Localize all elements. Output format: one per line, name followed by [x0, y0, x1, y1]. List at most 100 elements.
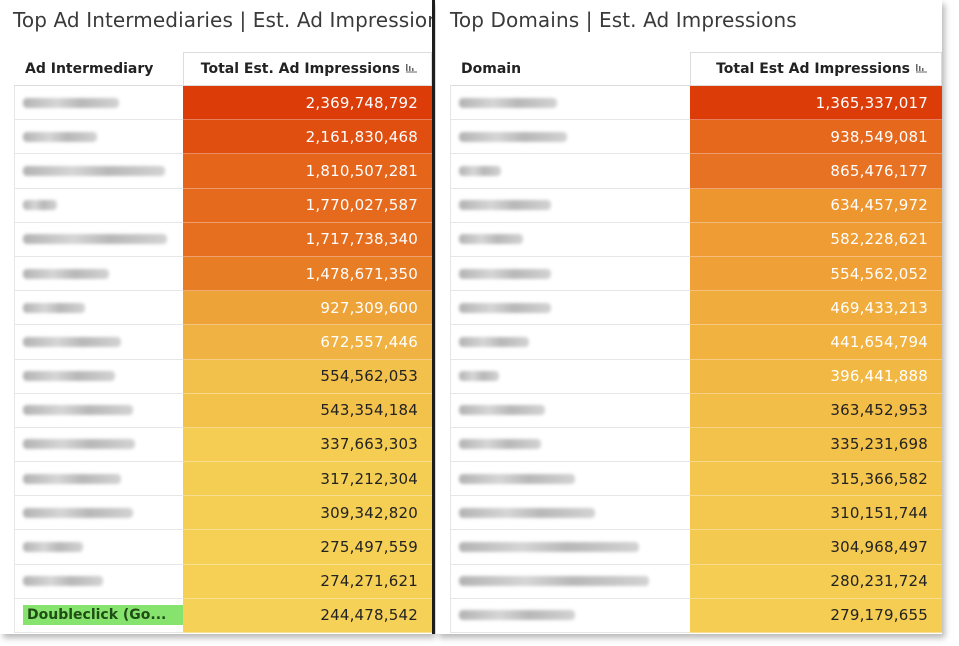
column-header-ad-intermediary[interactable]: Ad Intermediary — [14, 52, 183, 86]
table-row[interactable]: 865,476,177 — [450, 154, 942, 189]
name-cell[interactable] — [450, 462, 690, 497]
table-row[interactable]: 554,562,053 — [14, 359, 432, 394]
impressions-cell[interactable]: 396,441,888 — [690, 359, 942, 394]
impressions-cell[interactable]: 469,433,213 — [690, 291, 942, 326]
impressions-cell[interactable]: 1,810,507,281 — [183, 154, 432, 189]
impressions-cell[interactable]: 554,562,053 — [183, 359, 432, 394]
name-cell[interactable] — [14, 325, 183, 360]
table-row[interactable]: 317,212,304 — [14, 462, 432, 497]
impressions-cell[interactable]: 335,231,698 — [690, 427, 942, 463]
table-row[interactable]: 2,369,748,792 — [14, 86, 432, 121]
impressions-cell[interactable]: 441,654,794 — [690, 325, 942, 360]
impressions-cell[interactable]: 865,476,177 — [690, 154, 942, 189]
table-row[interactable]: 469,433,213 — [450, 291, 942, 326]
table-row[interactable]: 335,231,698 — [450, 427, 942, 463]
table-row[interactable]: 1,478,671,350 — [14, 256, 432, 292]
table-row[interactable]: 672,557,446 — [14, 325, 432, 360]
impressions-cell[interactable]: 274,271,621 — [183, 564, 432, 599]
table-row[interactable]: 274,271,621 — [14, 564, 432, 599]
table-row[interactable]: 441,654,794 — [450, 325, 942, 360]
name-cell[interactable] — [450, 154, 690, 189]
name-cell[interactable] — [450, 393, 690, 428]
sort-icon[interactable] — [405, 61, 419, 77]
name-cell[interactable] — [14, 256, 183, 292]
impressions-cell[interactable]: 337,663,303 — [183, 427, 432, 463]
name-cell[interactable] — [450, 427, 690, 463]
name-cell[interactable] — [14, 188, 183, 223]
table-row[interactable]: 1,717,738,340 — [14, 222, 432, 257]
impressions-cell[interactable]: 315,366,582 — [690, 462, 942, 497]
name-cell[interactable] — [14, 427, 183, 463]
name-cell[interactable] — [14, 359, 183, 394]
impressions-cell[interactable]: 938,549,081 — [690, 120, 942, 155]
impressions-cell[interactable]: 275,497,559 — [183, 530, 432, 565]
column-header-domain[interactable]: Domain — [450, 52, 690, 86]
name-cell[interactable] — [450, 222, 690, 257]
name-cell[interactable] — [450, 598, 690, 633]
name-cell[interactable] — [14, 86, 183, 121]
table-row[interactable]: 1,770,027,587 — [14, 188, 432, 223]
impressions-cell[interactable]: 244,478,542 — [183, 598, 432, 633]
table-row[interactable]: 280,231,724 — [450, 564, 942, 599]
impressions-cell[interactable]: 309,342,820 — [183, 496, 432, 531]
impressions-cell[interactable]: 543,354,184 — [183, 393, 432, 428]
name-cell[interactable] — [14, 462, 183, 497]
name-cell[interactable] — [450, 496, 690, 531]
impressions-cell[interactable]: 582,228,621 — [690, 222, 942, 257]
table-row[interactable]: 543,354,184 — [14, 393, 432, 428]
name-cell[interactable] — [450, 325, 690, 360]
impressions-cell[interactable]: 554,562,052 — [690, 256, 942, 292]
table-row[interactable]: 938,549,081 — [450, 120, 942, 155]
column-header-total-impressions[interactable]: Total Est Ad Impressions — [690, 52, 942, 86]
name-cell[interactable] — [450, 291, 690, 326]
table-row[interactable]: 309,342,820 — [14, 496, 432, 531]
table-row[interactable]: 2,161,830,468 — [14, 120, 432, 155]
table-row[interactable]: 363,452,953 — [450, 393, 942, 428]
table-row[interactable]: 275,497,559 — [14, 530, 432, 565]
impressions-cell[interactable]: 2,369,748,792 — [183, 86, 432, 121]
name-cell[interactable] — [14, 291, 183, 326]
sort-icon[interactable] — [915, 61, 929, 77]
impressions-cell[interactable]: 672,557,446 — [183, 325, 432, 360]
table-row[interactable]: 310,151,744 — [450, 496, 942, 531]
table-row[interactable]: 337,663,303 — [14, 427, 432, 463]
table-row[interactable]: 315,366,582 — [450, 462, 942, 497]
name-cell[interactable] — [14, 154, 183, 189]
impressions-cell[interactable]: 1,717,738,340 — [183, 222, 432, 257]
name-cell[interactable] — [14, 393, 183, 428]
impressions-cell[interactable]: 1,770,027,587 — [183, 188, 432, 223]
impressions-cell[interactable]: 2,161,830,468 — [183, 120, 432, 155]
table-row[interactable]: 279,179,655 — [450, 598, 942, 633]
impressions-cell[interactable]: 280,231,724 — [690, 564, 942, 599]
table-row[interactable]: 634,457,972 — [450, 188, 942, 223]
impressions-cell[interactable]: 1,365,337,017 — [690, 86, 942, 121]
name-cell[interactable] — [450, 120, 690, 155]
name-cell[interactable] — [14, 222, 183, 257]
table-row[interactable]: 1,810,507,281 — [14, 154, 432, 189]
name-cell[interactable] — [450, 530, 690, 565]
impressions-cell[interactable]: 310,151,744 — [690, 496, 942, 531]
impressions-cell[interactable]: 317,212,304 — [183, 462, 432, 497]
name-cell[interactable] — [14, 120, 183, 155]
impressions-cell[interactable]: 927,309,600 — [183, 291, 432, 326]
table-row[interactable]: 582,228,621 — [450, 222, 942, 257]
column-header-total-impressions[interactable]: Total Est. Ad Impressions — [183, 52, 432, 86]
name-cell[interactable] — [14, 496, 183, 531]
name-cell[interactable] — [14, 564, 183, 599]
table-row[interactable]: 1,365,337,017 — [450, 86, 942, 121]
table-row[interactable]: 396,441,888 — [450, 359, 942, 394]
impressions-cell[interactable]: 1,478,671,350 — [183, 256, 432, 292]
table-row[interactable]: Doubleclick (Go... 244,478,542 — [14, 598, 432, 633]
name-cell[interactable] — [450, 256, 690, 292]
name-cell[interactable] — [450, 188, 690, 223]
impressions-cell[interactable]: 304,968,497 — [690, 530, 942, 565]
name-cell[interactable] — [450, 86, 690, 121]
table-row[interactable]: 927,309,600 — [14, 291, 432, 326]
name-cell[interactable] — [450, 564, 690, 599]
table-row[interactable]: 554,562,052 — [450, 256, 942, 292]
impressions-cell[interactable]: 363,452,953 — [690, 393, 942, 428]
impressions-cell[interactable]: 634,457,972 — [690, 188, 942, 223]
impressions-cell[interactable]: 279,179,655 — [690, 598, 942, 633]
table-row[interactable]: 304,968,497 — [450, 530, 942, 565]
name-cell[interactable] — [450, 359, 690, 394]
